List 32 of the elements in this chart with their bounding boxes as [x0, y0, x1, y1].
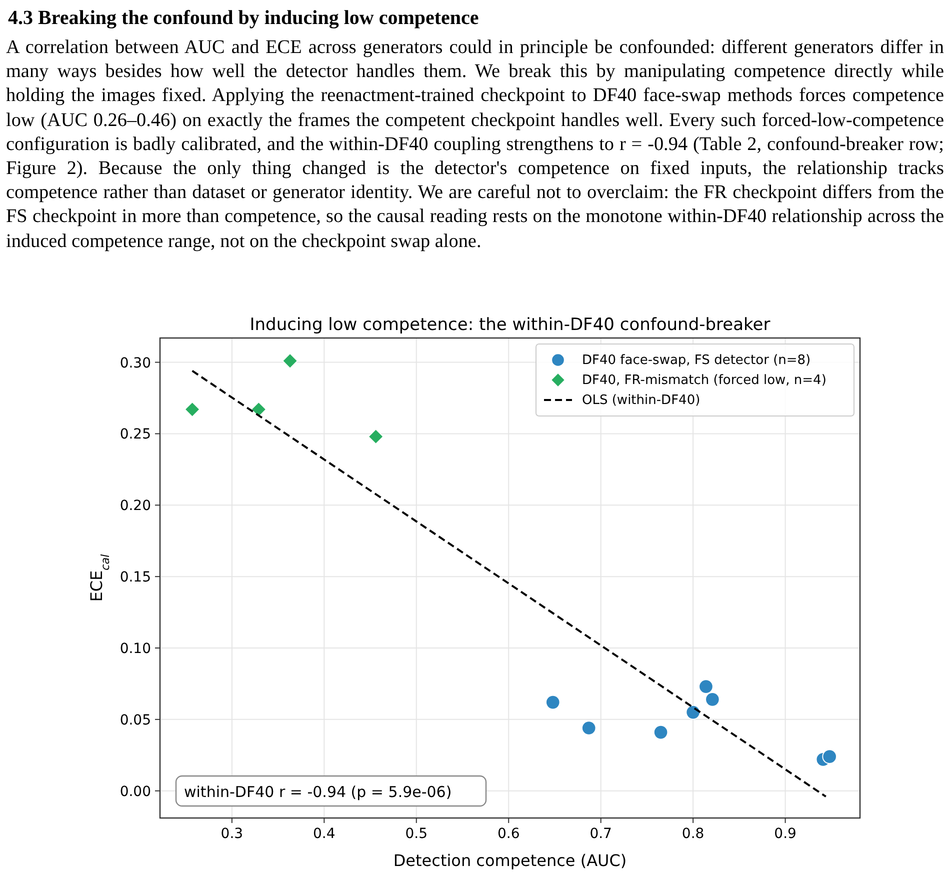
text: A correlation between AUC and ECE across generators could in principle be confounded: different generators differ in many ways besides how well the detector handles them. We break this by manipulating competence directly while holding the images fixed. Applying the reenactment-trained checkpoint to DF40 face-swap methods forces competence low (AUC 0.26–0.46) on exactly the frames the competent checkpoint handles well. Every such forced-low-competence configuration is badly calibrated, and the within-DF40 coupling strengthens to r = -0.94 (Table 2, confound-breaker row; Figure 2). Because the only thing changed is the detector's competence on fixed inputs, the relationship tracks competence rather than dataset or generator identity. We are careful not to overclaim: the FR checkpoint differs from the FS checkpoint in more than competence, so the causal reading rests on the monotone within-DF40 relationship across the induced competence range, not on the checkpoint swap alone.: [6, 37, 944, 252]
y-tick-label: 0.10: [120, 641, 151, 657]
x-tick-label: 0.6: [497, 826, 520, 842]
legend-label: OLS (within-DF40): [582, 393, 700, 408]
x-tick-label: 0.3: [220, 826, 244, 842]
x-tick-label: 0.9: [774, 826, 796, 842]
y-tick-label: 0.00: [120, 784, 151, 800]
point: [653, 724, 668, 740]
y-tick-label: 0.15: [120, 570, 151, 586]
point: [686, 704, 700, 720]
y-tick-label: 0.25: [120, 426, 151, 443]
x-tick-label: 0.7: [590, 826, 612, 842]
y-tick-label: 0.30: [120, 355, 151, 372]
point: [545, 694, 560, 710]
point: [698, 679, 714, 694]
x-tick-label: 0.4: [313, 826, 336, 842]
point: [822, 749, 837, 764]
point: [368, 428, 384, 444]
x-axis-title: Detection competence (AUC): [393, 851, 627, 870]
y-tick-label: 0.05: [120, 712, 151, 728]
chart-title: Inducing low competence: the within-DF40 confound-breaker: [250, 315, 770, 335]
point: [581, 720, 596, 736]
legend-label: DF40 face-swap, FS detector (n=8): [582, 353, 811, 368]
legend-label: DF40, FR-mismatch (forced low, n=4): [582, 373, 826, 388]
x-tick-label: 0.5: [405, 826, 428, 842]
text: 4.3 Breaking the confound by inducing low competence: [8, 7, 479, 29]
x-tick-label: 0.8: [682, 826, 704, 842]
annotation: within-DF40 r = -0.94 (p = 5.9e-06): [184, 783, 452, 801]
point: [184, 402, 200, 418]
point: [282, 352, 298, 369]
point: [705, 692, 720, 707]
y-tick-label: 0.20: [120, 498, 151, 514]
